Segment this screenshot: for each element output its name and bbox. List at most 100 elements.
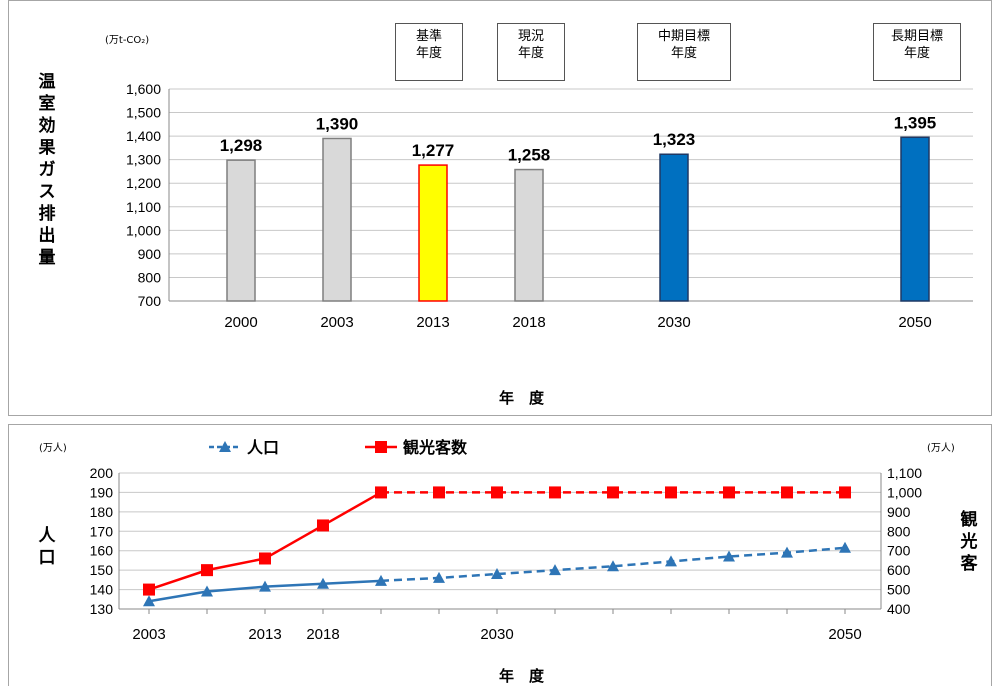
- annotation-current-year: 現況 年度: [497, 23, 565, 81]
- population-marker: [375, 574, 387, 586]
- visitor-marker: [491, 486, 503, 499]
- bar: [322, 137, 352, 302]
- bar: [418, 164, 448, 302]
- population-line-chart: 130 400 140 500 150 600 160 700 170 800 180 900 190 1…: [90, 438, 923, 643]
- legend-marker: [375, 441, 387, 453]
- annotation-long-target-year-text: 長期目標 年度: [890, 29, 943, 61]
- y-tick-label: 1,500: [126, 105, 161, 121]
- annotation-base-year-text: 基準 年度: [415, 29, 442, 61]
- legend-label: 観光客数: [403, 438, 468, 457]
- left-tick-label: 170: [90, 523, 114, 539]
- population-marker: [723, 550, 735, 562]
- left-tick-label: 140: [90, 582, 114, 598]
- data-label: 1,277: [412, 141, 455, 160]
- vertical-char: 観: [960, 510, 978, 530]
- data-label: 1,395: [894, 113, 937, 132]
- left-tick-label: 200: [90, 465, 114, 481]
- vertical-char: 量: [38, 248, 56, 268]
- y-tick-label: 1,600: [126, 81, 161, 97]
- annotation-base-year: 基準 年度: [395, 23, 463, 81]
- bar: [900, 136, 930, 302]
- vertical-char: 人: [38, 526, 56, 546]
- visitor-marker: [375, 486, 387, 499]
- x-tick-label: 2003: [132, 626, 165, 643]
- legend-marker: [219, 441, 231, 452]
- y-tick-label: 900: [138, 246, 162, 262]
- x-tick-label: 2050: [828, 626, 861, 643]
- emissions-x-axis-label: 年 度: [499, 389, 545, 407]
- right-tick-label: 1,000: [887, 484, 922, 500]
- legend-label: 人口: [247, 438, 279, 457]
- data-label: 1,390: [316, 114, 359, 133]
- y-tick-label: 700: [138, 293, 162, 309]
- vertical-char: 効: [38, 116, 56, 136]
- y-tick-label: 1,000: [126, 222, 161, 238]
- series-line-solid: [148, 491, 382, 591]
- x-tick-label: 2003: [320, 314, 353, 331]
- emissions-bar-chart: 700 800 900 1,000 1,100 1,200 1,300 1,400 1,500 1…: [126, 81, 973, 331]
- vertical-char: 果: [38, 138, 56, 158]
- vertical-char: ス: [38, 182, 56, 202]
- population-left-axis-label: 人口: [37, 525, 57, 569]
- vertical-char: 室: [38, 94, 56, 114]
- y-tick-label: 1,200: [126, 175, 161, 191]
- population-marker: [549, 564, 561, 576]
- population-marker: [433, 571, 445, 583]
- x-tick-label: 2013: [248, 626, 281, 643]
- emissions-y-axis-label: 温室効果ガス排出量: [37, 71, 57, 269]
- left-tick-label: 180: [90, 504, 114, 520]
- annotation-current-year-text: 現況 年度: [517, 29, 544, 61]
- right-tick-label: 400: [887, 601, 911, 617]
- visitor-marker: [839, 486, 851, 499]
- vertical-char: 排: [38, 204, 56, 224]
- data-label: 1,258: [508, 146, 551, 165]
- x-tick-label: 2050: [898, 314, 931, 331]
- visitor-marker: [259, 552, 271, 565]
- population-marker: [491, 568, 503, 580]
- y-tick-label: 800: [138, 269, 162, 285]
- visitor-marker: [723, 486, 735, 499]
- data-label: 1,323: [653, 130, 696, 149]
- y-tick-label: 1,400: [126, 128, 161, 144]
- annotation-mid-target-year-text: 中期目標 年度: [657, 29, 710, 61]
- visitor-marker: [201, 564, 213, 577]
- x-tick-label: 2018: [306, 626, 339, 643]
- right-tick-label: 700: [887, 543, 911, 559]
- emissions-unit-label: (万t-CO₂): [105, 35, 150, 46]
- y-tick-label: 1,300: [126, 152, 161, 168]
- population-marker: [839, 541, 851, 553]
- population-chart-panel: (万人) (万人) 人口 観光客 年 度 130 400 140 500 150 600 1…: [8, 424, 992, 686]
- visitor-marker: [781, 486, 793, 499]
- vertical-char: 光: [960, 532, 978, 552]
- visitor-marker: [665, 486, 677, 499]
- annotation-long-target-year: 長期目標 年度: [873, 23, 961, 81]
- y-tick-label: 1,100: [126, 199, 161, 215]
- population-marker: [143, 595, 155, 607]
- left-tick-label: 130: [90, 601, 114, 617]
- right-tick-label: 800: [887, 523, 911, 539]
- population-marker: [317, 577, 329, 589]
- x-tick-label: 2013: [416, 314, 449, 331]
- annotation-mid-target-year: 中期目標 年度: [637, 23, 731, 81]
- vertical-char: ガ: [38, 160, 56, 180]
- visitor-marker: [607, 486, 619, 499]
- bar: [514, 168, 544, 302]
- population-marker: [259, 580, 271, 592]
- right-tick-label: 600: [887, 562, 911, 578]
- bar: [659, 153, 689, 302]
- visitor-marker: [143, 583, 155, 596]
- right-tick-label: 1,100: [887, 465, 922, 481]
- population-x-axis-label: 年 度: [499, 667, 545, 685]
- x-tick-label: 2000: [224, 314, 257, 331]
- population-marker: [201, 585, 213, 597]
- vertical-char: 出: [38, 226, 56, 246]
- visitor-marker: [317, 519, 329, 532]
- left-tick-label: 160: [90, 543, 114, 559]
- vertical-char: 口: [38, 548, 56, 568]
- x-tick-label: 2030: [480, 626, 513, 643]
- left-tick-label: 190: [90, 484, 114, 500]
- x-tick-label: 2030: [657, 314, 690, 331]
- visitor-marker: [433, 486, 445, 499]
- visitors-right-axis-label: 観光客: [959, 509, 979, 575]
- population-marker: [665, 555, 677, 567]
